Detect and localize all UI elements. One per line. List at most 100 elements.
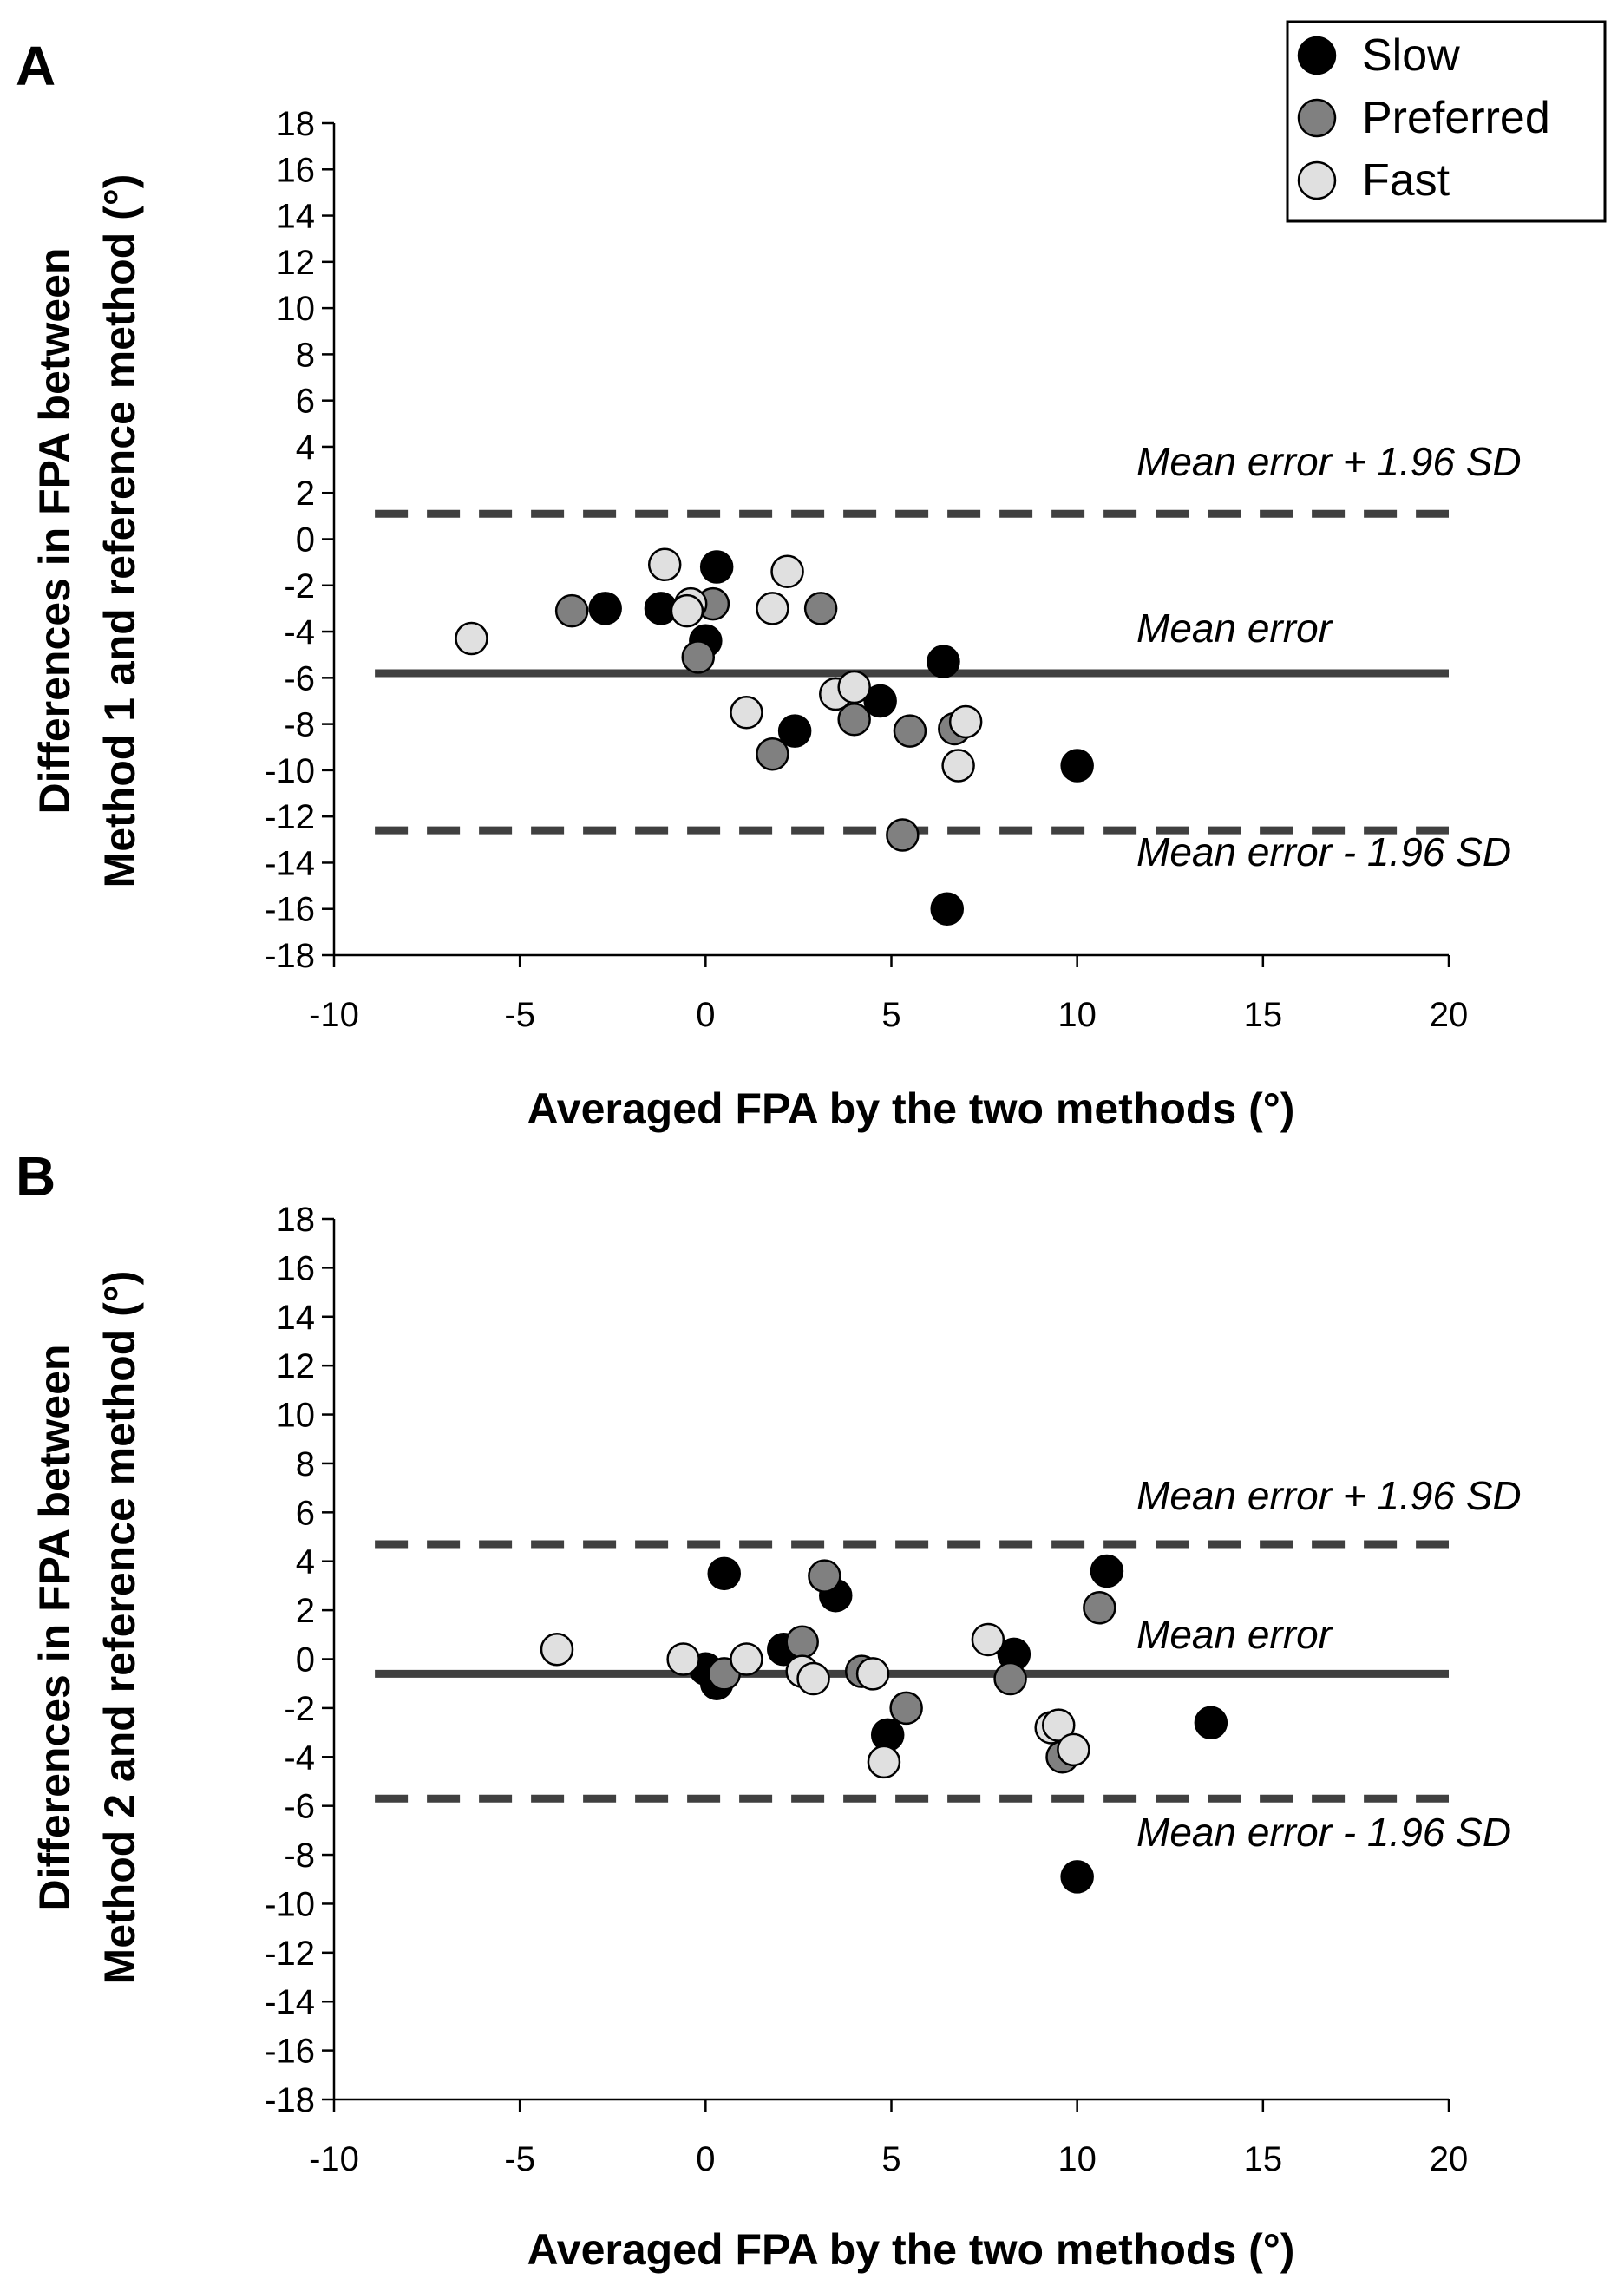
point-preferred <box>787 1627 818 1658</box>
y-axis-title-line-1: Differences in FPA between <box>30 248 79 815</box>
point-fast <box>798 1663 829 1694</box>
point-fast <box>868 1746 900 1778</box>
x-tick-label: 5 <box>881 996 900 1034</box>
x-tick-label: 20 <box>1430 996 1469 1034</box>
point-slow <box>701 551 732 582</box>
point-slow <box>932 894 963 925</box>
y-tick-label: 10 <box>277 290 316 328</box>
point-fast <box>1058 1734 1089 1765</box>
y-tick-label: -16 <box>265 891 315 929</box>
x-tick-label: 10 <box>1058 2140 1097 2178</box>
y-tick-label: -4 <box>284 1739 315 1777</box>
point-fast <box>943 750 974 782</box>
y-tick-label: -12 <box>265 1935 315 1973</box>
legend-label-slow: Slow <box>1362 30 1460 81</box>
x-tick-label: 0 <box>696 996 715 1034</box>
y-tick-label: -8 <box>284 1837 315 1875</box>
y-tick-label: -18 <box>265 2081 315 2119</box>
y-tick-label: 4 <box>296 1543 315 1581</box>
y-tick-label: 2 <box>296 475 315 513</box>
y-tick-label: -16 <box>265 2033 315 2071</box>
y-tick-label: 18 <box>277 105 316 143</box>
bland-altman-figure: A Differences in FPA between Method 1 an… <box>0 0 1624 2292</box>
point-preferred <box>809 1561 840 1592</box>
y-tick-label: -12 <box>265 798 315 836</box>
point-fast <box>950 706 981 737</box>
point-fast <box>668 1644 699 1675</box>
y-tick-label: 2 <box>296 1592 315 1630</box>
y-tick-label: 8 <box>296 336 315 374</box>
x-tick-label: -5 <box>504 996 535 1034</box>
y-tick-label: 16 <box>277 1249 316 1287</box>
point-slow <box>590 593 621 624</box>
y-tick-label: 0 <box>296 1641 315 1680</box>
y-tick-label: 14 <box>277 1299 316 1337</box>
legend-label-preferred: Preferred <box>1362 93 1550 143</box>
y-tick-label: 8 <box>296 1445 315 1483</box>
y-tick-label: -18 <box>265 937 315 975</box>
x-tick-label: 10 <box>1058 996 1097 1034</box>
y-tick-label: 4 <box>296 429 315 467</box>
panel-letter-b: B <box>16 1145 56 1208</box>
y-tick-label: 14 <box>277 198 316 236</box>
legend-marker-slow <box>1299 37 1335 74</box>
y-tick-label: -6 <box>284 1788 315 1826</box>
y-tick-label: -4 <box>284 613 315 652</box>
point-fast <box>772 556 803 587</box>
x-tick-label: -10 <box>309 2140 359 2178</box>
y-axis-title-line-2: Method 2 and reference method (°) <box>95 1271 144 1985</box>
point-preferred <box>683 641 714 672</box>
point-preferred <box>556 595 587 626</box>
point-fast <box>649 549 680 580</box>
point-fast <box>671 595 703 626</box>
y-axis-title-line-1: Differences in FPA between <box>30 1345 79 1911</box>
y-tick-label: 12 <box>277 1347 316 1385</box>
x-tick-label: 20 <box>1430 2140 1469 2178</box>
legend-label-fast: Fast <box>1362 155 1450 206</box>
point-fast <box>857 1658 888 1689</box>
x-axis-title: Averaged FPA by the two methods (°) <box>527 2225 1295 2274</box>
point-preferred <box>1084 1592 1115 1623</box>
y-tick-label: 10 <box>277 1397 316 1435</box>
lower-limit-label: Mean error - 1.96 SD <box>1136 1810 1511 1855</box>
point-fast <box>972 1624 1004 1655</box>
y-tick-label: 0 <box>296 521 315 560</box>
point-fast <box>756 593 788 624</box>
x-tick-label: 0 <box>696 2140 715 2178</box>
point-preferred <box>995 1663 1026 1694</box>
point-preferred <box>887 819 918 850</box>
mean-error-label: Mean error <box>1136 1612 1333 1657</box>
y-tick-label: -10 <box>265 752 315 790</box>
legend: Slow Preferred Fast <box>1287 22 1605 221</box>
x-tick-label: -5 <box>504 2140 535 2178</box>
point-slow <box>1195 1707 1227 1739</box>
point-fast <box>541 1634 573 1665</box>
y-tick-label: 16 <box>277 151 316 189</box>
x-axis-title: Averaged FPA by the two methods (°) <box>527 1084 1295 1133</box>
x-tick-label: 5 <box>881 2140 900 2178</box>
x-tick-label: -10 <box>309 996 359 1034</box>
legend-marker-fast <box>1299 162 1335 199</box>
upper-limit-label: Mean error + 1.96 SD <box>1136 1473 1522 1518</box>
y-tick-label: 6 <box>296 1494 315 1532</box>
mean-error-label: Mean error <box>1136 606 1333 651</box>
point-slow <box>927 646 959 678</box>
point-preferred <box>805 593 836 624</box>
point-fast <box>730 697 762 728</box>
y-tick-label: 6 <box>296 383 315 421</box>
point-preferred <box>756 738 788 769</box>
point-fast <box>730 1644 762 1675</box>
point-slow <box>1062 750 1093 782</box>
y-tick-label: -10 <box>265 1885 315 1923</box>
point-preferred <box>894 716 926 747</box>
y-tick-label: 18 <box>277 1201 316 1239</box>
x-tick-label: 15 <box>1244 2140 1283 2178</box>
y-tick-label: -8 <box>284 706 315 744</box>
y-tick-label: 12 <box>277 244 316 282</box>
point-preferred <box>891 1693 922 1724</box>
legend-marker-preferred <box>1299 100 1335 136</box>
y-tick-label: -2 <box>284 1690 315 1728</box>
point-fast <box>839 671 870 703</box>
y-tick-label: -6 <box>284 659 315 697</box>
lower-limit-label: Mean error - 1.96 SD <box>1136 829 1511 874</box>
